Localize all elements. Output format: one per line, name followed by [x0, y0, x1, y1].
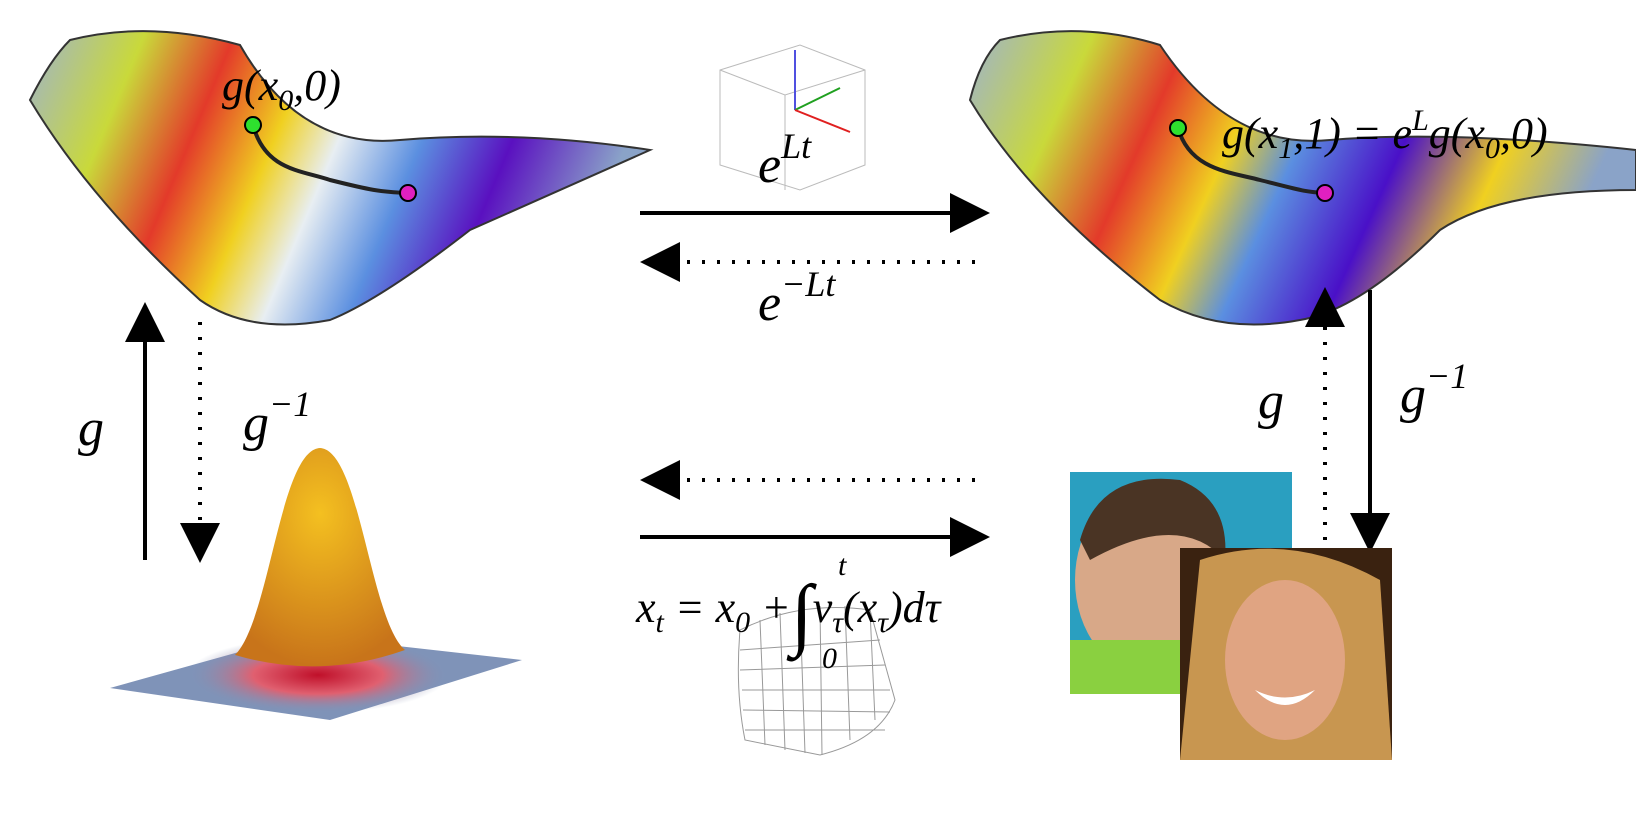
text-part: −Lt [781, 264, 836, 304]
surface [28, 30, 654, 326]
operator: g−1 [243, 384, 311, 452]
text-part: 0 [278, 84, 293, 117]
text-part: e [758, 137, 781, 194]
cube-icon [719, 44, 866, 191]
image [1180, 548, 1392, 760]
label: g(x0,0) [222, 61, 341, 117]
text-part: = x [664, 583, 736, 632]
start-point [244, 116, 262, 134]
text-part: )dτ [885, 583, 943, 632]
upper-limit: t [838, 549, 847, 582]
operator: g [78, 400, 104, 457]
text-part: + [750, 583, 791, 632]
text-part: ,1) = e [1293, 109, 1412, 158]
start-point [1169, 119, 1187, 137]
end-point [399, 184, 417, 202]
trajectory [1176, 127, 1326, 195]
text-part: (x [843, 583, 878, 632]
text-part: t [656, 606, 665, 639]
text-part: x [635, 583, 656, 632]
lower-limit: 0 [822, 642, 837, 675]
text-part: v [813, 583, 833, 632]
text-part: ,0) [293, 61, 341, 110]
text-part: −1 [1426, 356, 1468, 396]
operator: g−1 [1400, 356, 1468, 424]
text-part: L [1411, 104, 1429, 137]
text-part: Lt [780, 126, 812, 166]
text-part: 1 [1278, 132, 1293, 165]
equation: xt = x0 +∫vτ(xτ)dτ [635, 570, 943, 662]
text-part: τ [832, 606, 844, 639]
text-part: ,0) [1500, 109, 1548, 158]
end-point [1316, 184, 1334, 202]
operator: e−Lt [758, 264, 836, 332]
text-part: g [243, 395, 269, 452]
text-part: g(x [222, 61, 279, 110]
label: g(x1,1) = eLg(x0,0) [1222, 104, 1548, 165]
surface [968, 30, 1636, 326]
gaussian [235, 448, 405, 667]
text-part: τ [877, 606, 889, 639]
text-part: 0 [735, 606, 750, 639]
text-part: g [1400, 367, 1426, 424]
text-part: g(x [1429, 109, 1486, 158]
text-part: −1 [269, 384, 311, 424]
operator: eLt [758, 126, 812, 194]
grid-cube [737, 605, 896, 756]
text-part: g(x [1222, 109, 1279, 158]
text-part: 0 [1485, 132, 1500, 165]
text-part: ∫ [786, 570, 818, 662]
operator: g [1258, 373, 1284, 430]
text-part: e [758, 275, 781, 332]
trajectory [251, 124, 409, 195]
